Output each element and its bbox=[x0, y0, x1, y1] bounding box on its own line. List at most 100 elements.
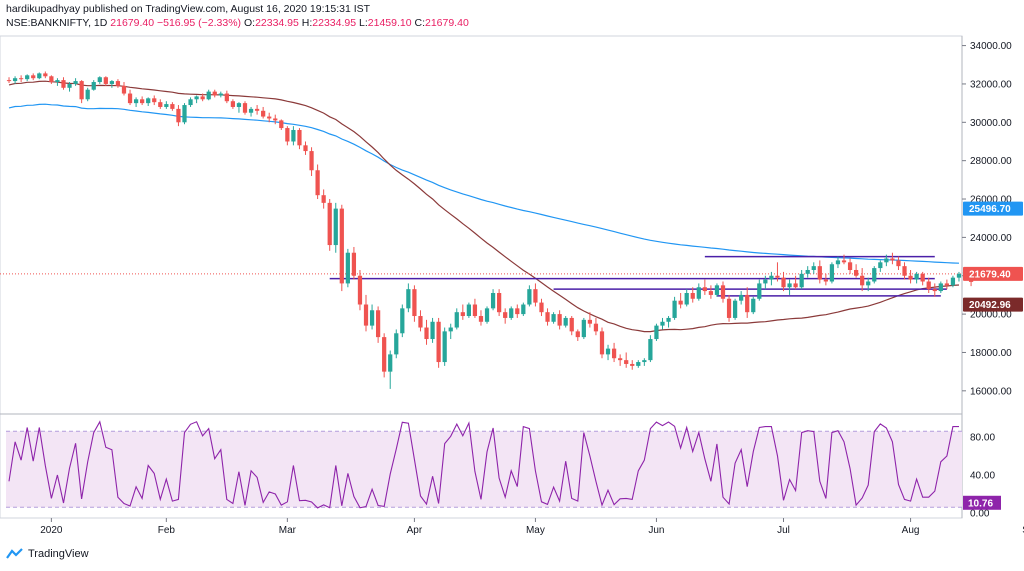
candle-body bbox=[303, 145, 308, 152]
candle-body bbox=[841, 260, 847, 263]
candle-body bbox=[279, 120, 284, 129]
candle-body bbox=[363, 304, 369, 326]
candle-body bbox=[714, 285, 720, 295]
candle-body bbox=[497, 293, 502, 313]
candle-body bbox=[200, 96, 205, 100]
candle-body bbox=[170, 104, 175, 109]
sma-slow-badge-bg bbox=[963, 201, 1023, 216]
candle-body bbox=[805, 269, 810, 274]
candle-body bbox=[442, 331, 447, 363]
candle-body bbox=[127, 93, 133, 104]
candle-body bbox=[956, 273, 962, 278]
candle-body bbox=[527, 289, 532, 305]
candle-body bbox=[109, 81, 115, 84]
candle-body bbox=[702, 287, 707, 292]
candle-body bbox=[315, 170, 320, 196]
last-price: 21679.40 bbox=[110, 17, 155, 29]
candle-body bbox=[557, 314, 562, 326]
close-value: 21679.40 bbox=[424, 17, 469, 29]
candle-body bbox=[37, 73, 42, 79]
candle-body bbox=[212, 91, 217, 96]
candle-body bbox=[763, 279, 768, 284]
candle-body bbox=[394, 333, 399, 355]
candle-body bbox=[950, 277, 956, 286]
last-price-badge-bg bbox=[963, 266, 1023, 281]
candle-body bbox=[85, 89, 90, 100]
candle-body bbox=[757, 283, 762, 299]
candle-body bbox=[79, 81, 84, 100]
candle-body bbox=[454, 312, 459, 328]
candle-body bbox=[666, 317, 671, 322]
candle-body bbox=[206, 91, 211, 100]
candle-body bbox=[321, 195, 326, 203]
candle-body bbox=[140, 99, 145, 104]
candle-body bbox=[285, 128, 290, 142]
candle-body bbox=[720, 285, 726, 299]
candle-body bbox=[533, 289, 538, 303]
high-value: 22334.95 bbox=[312, 17, 357, 29]
rsi-tick-label: 80.00 bbox=[970, 433, 995, 444]
candle-body bbox=[291, 129, 296, 142]
candle-body bbox=[751, 298, 756, 313]
candle-body bbox=[25, 75, 30, 80]
candle-body bbox=[309, 151, 314, 171]
time-tick-label: Apr bbox=[407, 525, 423, 536]
candle-body bbox=[908, 275, 913, 280]
candle-body bbox=[218, 93, 223, 96]
candle-body bbox=[636, 362, 641, 366]
candle-body bbox=[369, 310, 375, 326]
candle-body bbox=[920, 273, 925, 282]
candle-body bbox=[297, 129, 302, 146]
candle-body bbox=[581, 319, 586, 338]
candle-body bbox=[254, 108, 260, 111]
sma-fast-line bbox=[8, 80, 960, 333]
candle-body bbox=[430, 321, 435, 340]
candle-body bbox=[605, 348, 611, 355]
candle-body bbox=[654, 325, 659, 340]
candle-body bbox=[484, 308, 490, 322]
candle-body bbox=[152, 98, 157, 103]
price-tick-label: 28000.00 bbox=[970, 156, 1012, 167]
high-label: H: bbox=[301, 17, 313, 29]
change-value: −516.95 (−2.33%) bbox=[156, 17, 242, 29]
candle-body bbox=[775, 275, 780, 278]
rsi-line bbox=[8, 420, 959, 509]
candle-body bbox=[375, 310, 381, 338]
candle-body bbox=[19, 78, 24, 80]
candle-body bbox=[224, 93, 229, 102]
candle-body bbox=[339, 208, 344, 284]
candle-body bbox=[835, 260, 841, 265]
tradingview-footer[interactable]: TradingView bbox=[6, 548, 89, 560]
candle-body bbox=[158, 102, 163, 107]
candle-body bbox=[436, 321, 441, 363]
candle-body bbox=[418, 316, 423, 328]
candle-body bbox=[696, 287, 701, 299]
low-label: L: bbox=[359, 17, 368, 29]
candle-body bbox=[866, 281, 871, 286]
candle-body bbox=[787, 283, 792, 288]
candle-body bbox=[176, 108, 181, 123]
candle-body bbox=[587, 319, 593, 324]
rsi-band bbox=[6, 431, 962, 508]
price-tick-label: 30000.00 bbox=[970, 118, 1012, 129]
symbol-label[interactable]: NSE:BANKNIFTY, 1D bbox=[6, 17, 108, 29]
candle-body bbox=[811, 266, 816, 270]
candle-body bbox=[267, 116, 272, 119]
candle-body bbox=[914, 273, 919, 280]
candle-body bbox=[31, 75, 36, 79]
candle-body bbox=[97, 77, 102, 83]
candle-body bbox=[660, 321, 665, 326]
sma-slow-badge: 25496.70 bbox=[969, 204, 1011, 215]
candle-body bbox=[593, 323, 599, 332]
candle-body bbox=[121, 85, 127, 94]
time-tick-label: Jul bbox=[777, 525, 790, 536]
open-value: 22334.95 bbox=[255, 17, 299, 29]
candle-body bbox=[890, 258, 895, 261]
sma-fast-badge: 20492.96 bbox=[969, 300, 1011, 311]
candle-body bbox=[684, 293, 689, 305]
candle-body bbox=[539, 302, 544, 313]
price-tick-label: 18000.00 bbox=[970, 348, 1012, 359]
candle-body bbox=[678, 300, 683, 305]
candle-body bbox=[146, 98, 151, 104]
